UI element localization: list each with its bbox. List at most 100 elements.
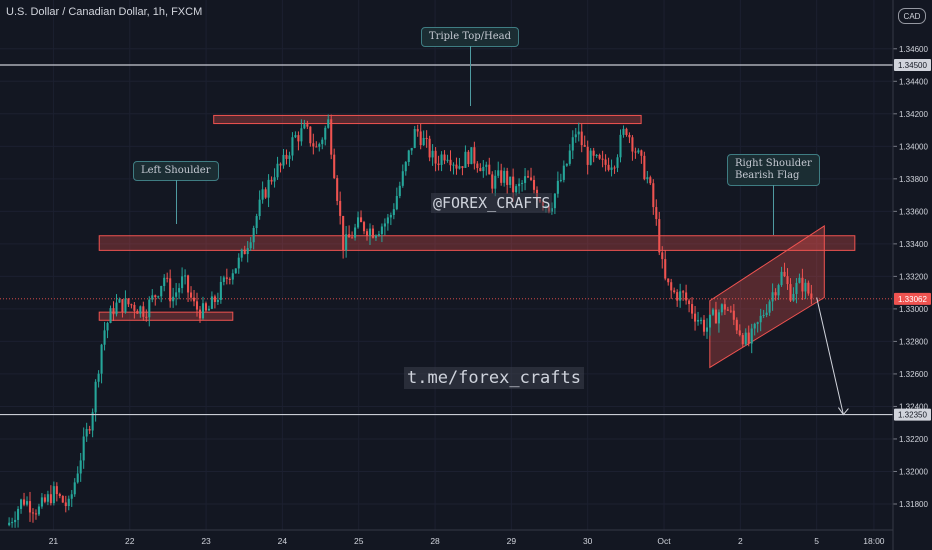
candle-body (201, 303, 205, 319)
candle-body (488, 164, 491, 175)
candle-body (512, 176, 515, 193)
candle-body (282, 154, 285, 166)
candle-body (219, 281, 222, 300)
candle-body (294, 135, 297, 138)
candle-body (652, 183, 655, 208)
candle-body (529, 177, 533, 180)
candle-body (85, 429, 88, 437)
candle-body (404, 162, 407, 172)
candle-body (243, 249, 246, 255)
candle-body (479, 168, 482, 172)
candle-body (249, 242, 252, 249)
candle-body (49, 494, 52, 504)
candle-body (100, 344, 103, 374)
candle-body (807, 282, 810, 294)
watermark-telegram: t.me/forex_crafts (404, 367, 584, 389)
candle-body (67, 498, 70, 507)
candle-body (8, 522, 11, 526)
candle-body (780, 271, 783, 286)
candle-body (774, 292, 777, 296)
candle-body (494, 175, 497, 189)
candle-body (103, 330, 106, 345)
candle-body (616, 157, 619, 168)
candle-body (213, 296, 216, 302)
candle-body (696, 319, 700, 322)
y-tick-label: 1.34000 (899, 142, 928, 151)
candle-body (801, 277, 804, 292)
candle-body (31, 512, 35, 514)
candle-body (330, 119, 333, 155)
candle-body (524, 176, 527, 183)
candle-body (497, 170, 500, 176)
candle-body (25, 501, 29, 505)
candle-body (276, 163, 279, 178)
candle-body (449, 159, 452, 166)
candle-body (377, 234, 380, 236)
candle-body (789, 284, 792, 301)
candle-body (679, 291, 682, 301)
candle-body (571, 137, 574, 151)
candlestick-series (8, 114, 813, 528)
candle-body (297, 135, 300, 142)
candle-body (625, 128, 628, 135)
candle-body (94, 381, 97, 413)
symbol-title[interactable]: U.S. Dollar / Canadian Dollar, 1h, FXCM (6, 6, 203, 18)
triple-top-callout: Triple Top/Head (421, 27, 520, 106)
candle-body (345, 234, 348, 251)
candle-body (407, 150, 410, 163)
supply-zones (98, 114, 856, 369)
candle-body (389, 214, 392, 218)
candle-body (568, 150, 571, 164)
candle-body (207, 308, 210, 311)
candle-body (112, 308, 115, 315)
y-tick-label: 1.32200 (899, 435, 928, 444)
candle-body (744, 332, 747, 345)
plot-background (0, 0, 893, 530)
candle-body (163, 277, 166, 287)
candle-body (649, 177, 652, 184)
candle-body (750, 328, 753, 344)
candle-body (398, 185, 401, 197)
candle-body (124, 298, 127, 313)
candle-body (619, 134, 622, 158)
candle-body (222, 277, 225, 282)
candle-body (667, 278, 670, 283)
candle-body (607, 164, 610, 170)
candle-body (82, 436, 85, 461)
candle-body (22, 499, 26, 505)
candle-body (595, 154, 598, 156)
candle-body (673, 290, 676, 293)
candle-body (485, 164, 488, 167)
y-tick-label: 1.33400 (899, 240, 928, 249)
candle-body (166, 277, 169, 279)
candle-body (37, 506, 40, 515)
candle-body (598, 154, 601, 159)
candle-body (43, 497, 46, 502)
candle-body (371, 228, 375, 238)
candle-body (178, 288, 181, 293)
candle-body (52, 486, 55, 504)
candle-body (383, 223, 386, 227)
y-tick-label: 1.33800 (899, 175, 928, 184)
candle-body (518, 183, 521, 187)
candle-body (154, 295, 157, 298)
candle-body (723, 304, 726, 310)
candle-body (574, 134, 577, 138)
x-tick-label: 21 (49, 536, 59, 546)
candle-body (157, 296, 160, 298)
candle-body (434, 150, 437, 164)
candle-body (795, 282, 798, 294)
candle-body (359, 217, 363, 223)
candle-body (261, 189, 264, 200)
candle-body (40, 497, 43, 507)
candle-body (204, 303, 208, 311)
candle-body (291, 137, 294, 156)
candle-body (491, 174, 494, 189)
candle-body (64, 502, 67, 507)
x-tick-label: 29 (507, 536, 517, 546)
candle-body (482, 166, 485, 172)
candle-body (431, 150, 434, 158)
currency-badge[interactable]: CAD (898, 8, 926, 24)
